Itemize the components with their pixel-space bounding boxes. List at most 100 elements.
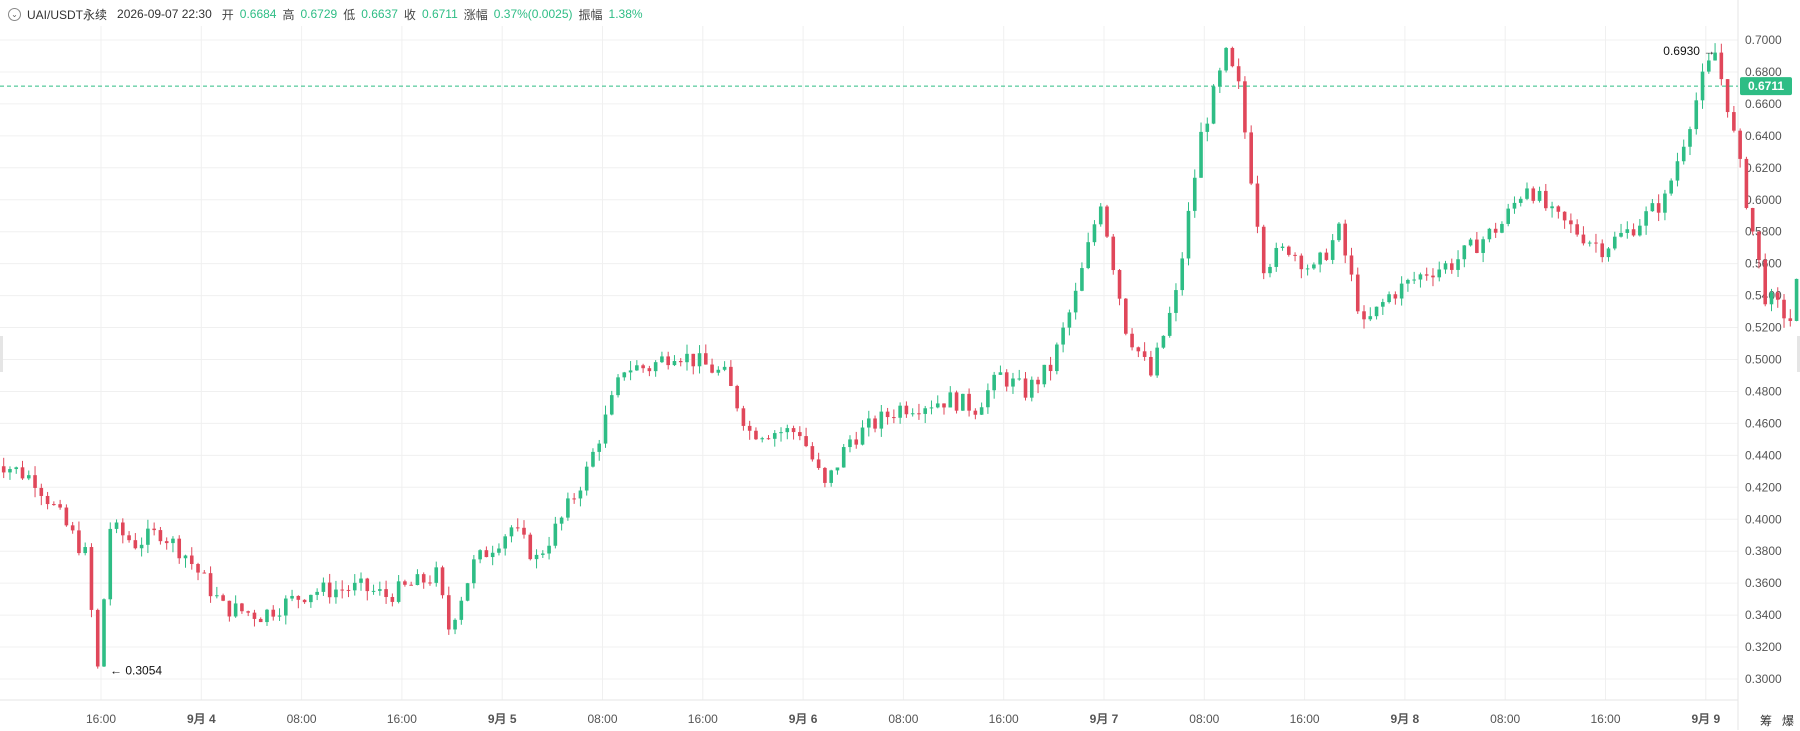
candle-body — [1, 466, 6, 473]
candle-body — [961, 393, 965, 411]
candle-body — [653, 362, 658, 372]
candle-body — [1255, 183, 1260, 227]
candle — [660, 351, 664, 364]
candle — [1456, 250, 1460, 277]
candle — [672, 355, 677, 367]
candle — [1067, 309, 1072, 336]
candle-body — [1719, 52, 1724, 80]
candle — [1355, 267, 1360, 314]
candle — [860, 420, 865, 446]
candle-body — [979, 407, 984, 415]
candle-body — [735, 385, 739, 409]
left-scroll-handle[interactable] — [0, 336, 3, 372]
candle-body — [1412, 279, 1416, 281]
candle — [1750, 207, 1755, 235]
candle-body — [1788, 318, 1793, 321]
candle — [1199, 122, 1203, 178]
candle — [371, 584, 376, 595]
candle-body — [490, 552, 495, 558]
candle-body — [1650, 203, 1655, 212]
right-scroll-handle[interactable] — [1797, 336, 1800, 372]
candle-body — [1550, 206, 1554, 209]
candle-body — [403, 581, 407, 585]
candle — [647, 365, 652, 377]
candle-body — [1763, 259, 1768, 305]
candle — [1080, 262, 1084, 292]
candle-body — [841, 447, 846, 468]
y-tick-label: 0.4200 — [1745, 480, 1782, 494]
candle-body — [1218, 70, 1222, 87]
candle-body — [591, 451, 595, 467]
candle — [490, 545, 495, 566]
candle-body — [152, 528, 156, 531]
candle-body — [942, 403, 946, 408]
candle — [1688, 126, 1692, 156]
candle — [139, 537, 144, 557]
candle-body — [848, 439, 852, 448]
candle — [1600, 239, 1605, 263]
open-value: 0.6684 — [239, 7, 277, 21]
candle-body — [1619, 232, 1623, 237]
candle — [848, 435, 852, 453]
candle — [133, 533, 138, 550]
candle-body — [428, 582, 432, 584]
candle-body — [1757, 231, 1761, 260]
collapse-icon[interactable]: ⌄ — [8, 7, 21, 21]
candle — [1249, 125, 1253, 186]
candle — [603, 405, 608, 448]
side-buttons: 筹 爆 — [1760, 712, 1794, 729]
candle — [1136, 346, 1141, 358]
candle-body — [1782, 299, 1786, 319]
candle-body — [1330, 240, 1335, 260]
candle-body — [892, 417, 896, 419]
chips-button[interactable]: 筹 — [1759, 714, 1772, 728]
candle-body — [1769, 292, 1774, 305]
candle-body — [346, 589, 351, 591]
burst-button[interactable]: 爆 — [1781, 714, 1794, 728]
candle-body — [1562, 211, 1567, 221]
candle — [1192, 169, 1197, 218]
candle-body — [1424, 274, 1429, 276]
x-tick-label: 16:00 — [86, 712, 116, 726]
candle-body — [898, 405, 902, 418]
candle — [666, 351, 670, 370]
candle — [678, 358, 683, 367]
candle-body — [1506, 208, 1510, 224]
candle — [609, 390, 614, 416]
candle-body — [1268, 266, 1272, 274]
candle — [384, 580, 388, 604]
candle — [804, 427, 808, 448]
candle-body — [1274, 247, 1279, 267]
candle — [434, 561, 439, 587]
high-value: 0.6729 — [300, 7, 338, 21]
candle — [428, 575, 432, 586]
candle — [1124, 297, 1128, 336]
candle — [522, 520, 526, 539]
close-label: 收 — [403, 7, 416, 22]
candle — [1130, 328, 1134, 351]
y-tick-label: 0.3800 — [1745, 544, 1782, 558]
candle-body — [1732, 112, 1736, 131]
candle — [979, 402, 984, 416]
candle-body — [1205, 123, 1210, 132]
candle-body — [227, 600, 232, 617]
candle-body — [271, 609, 276, 617]
candle-body — [522, 527, 526, 535]
candle — [1268, 263, 1272, 278]
candle — [1255, 175, 1260, 234]
x-tick-label: 9月 9 — [1691, 712, 1720, 726]
candle — [1293, 252, 1297, 262]
candle — [459, 596, 464, 625]
candle-body — [1261, 226, 1266, 274]
candle — [1544, 183, 1548, 211]
candle — [559, 516, 564, 531]
candle-body — [14, 467, 19, 470]
candle-body — [1124, 298, 1128, 334]
candle-body — [1437, 269, 1442, 278]
candle-body — [1324, 252, 1329, 260]
candle-body — [904, 405, 909, 415]
candle — [1556, 205, 1561, 219]
symbol-label[interactable]: UAI/USDT永续 — [27, 7, 108, 22]
candle-body — [823, 467, 827, 483]
